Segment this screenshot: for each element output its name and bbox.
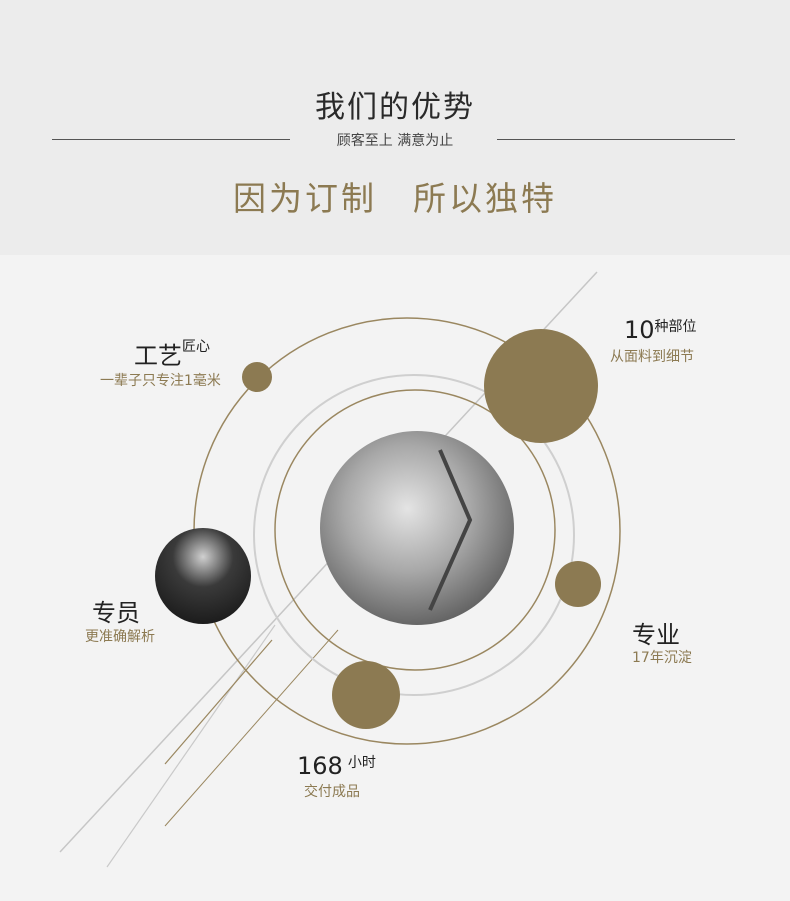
feature-delivery-title: 168 小时 <box>297 752 376 780</box>
feature-professional-title: 专业 <box>632 621 680 649</box>
craft-sup: 匠心 <box>182 339 210 355</box>
feature-craft-title: 工艺匠心 <box>134 336 210 371</box>
delivery-number: 168 <box>297 752 343 780</box>
inner-ring <box>274 389 556 671</box>
delivery-sup: 小时 <box>347 755 376 771</box>
gold-dot-bottom <box>332 661 400 729</box>
scissors-sketch <box>428 449 473 611</box>
slogan: 因为订制 所以独特 <box>0 172 790 220</box>
gold-dot-large <box>484 329 598 443</box>
parts-number: 10 <box>624 316 655 344</box>
page-title: 我们的优势 <box>315 90 475 125</box>
middle-ring <box>253 374 575 696</box>
gold-dot-small <box>242 362 272 392</box>
subtitle: 顾客至上 满意为止 <box>336 133 454 149</box>
feature-craft-desc: 一辈子只专注1毫米 <box>100 373 221 389</box>
diagonal-line-gray-2 <box>106 624 276 868</box>
tailoring-photo <box>320 431 514 625</box>
feature-specialist-title: 专员 <box>92 599 140 627</box>
slogan-right: 所以独特 <box>413 179 557 218</box>
feature-professional-desc: 17年沉淀 <box>632 650 692 666</box>
parts-sup: 种部位 <box>654 319 697 335</box>
feature-parts-desc: 从面料到细节 <box>610 349 694 365</box>
divider-right <box>497 139 735 140</box>
diagonal-line-gold-2 <box>164 629 339 827</box>
feature-specialist-desc: 更准确解析 <box>85 629 155 645</box>
feature-parts-title: 10种部位 <box>624 316 697 344</box>
slogan-left: 因为订制 <box>233 179 377 218</box>
gold-dot-right <box>555 561 601 607</box>
feature-delivery-desc: 交付成品 <box>304 784 360 800</box>
header-background <box>0 0 790 255</box>
divider-left <box>52 139 290 140</box>
diagonal-line-gold <box>164 639 273 765</box>
specialist-photo <box>155 528 251 624</box>
craft-title: 工艺 <box>134 342 182 370</box>
